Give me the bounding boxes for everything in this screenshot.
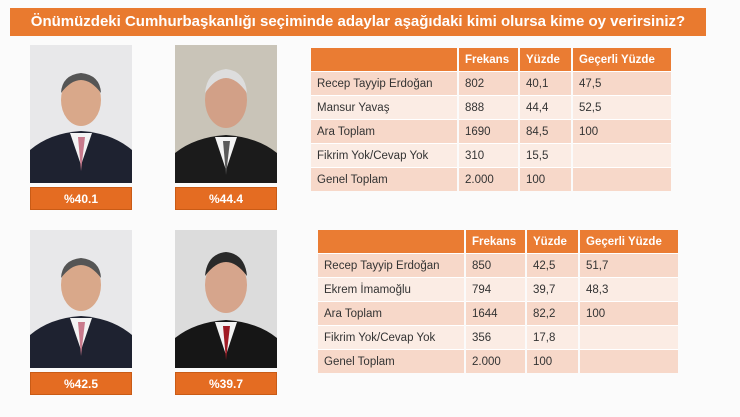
cell: 48,3 [580, 277, 678, 301]
cell [580, 349, 678, 373]
results-table-1: Frekans Yüzde Geçerli Yüzde Recep Tayyip… [309, 48, 673, 191]
cell [573, 143, 671, 167]
header-yuzde: Yüzde [527, 230, 578, 253]
cell: 39,7 [527, 277, 578, 301]
cell: Recep Tayyip Erdoğan [311, 71, 457, 95]
cell: 82,2 [527, 301, 578, 325]
cell: 802 [459, 71, 518, 95]
cell: 100 [580, 301, 678, 325]
cell: 1690 [459, 119, 518, 143]
cell: 850 [466, 253, 525, 277]
cell: Genel Toplam [311, 167, 457, 191]
header-blank [318, 230, 464, 253]
cell: 888 [459, 95, 518, 119]
cell: 84,5 [520, 119, 571, 143]
cell [573, 167, 671, 191]
result-label-yavas: %44.4 [175, 187, 277, 210]
cell: Genel Toplam [318, 349, 464, 373]
header-gecerli-yuzde: Geçerli Yüzde [580, 230, 678, 253]
cell: 40,1 [520, 71, 571, 95]
candidate-photo-erdogan-2 [30, 230, 132, 368]
result-label-erdogan-1: %40.1 [30, 187, 132, 210]
cell: 100 [527, 349, 578, 373]
result-label-imamoglu: %39.7 [175, 372, 277, 395]
cell: 51,7 [580, 253, 678, 277]
table-header: Frekans Yüzde Geçerli Yüzde [311, 48, 671, 71]
cell: Ekrem İmamoğlu [318, 277, 464, 301]
cell: Mansur Yavaş [311, 95, 457, 119]
table-row: Ara Toplam 1644 82,2 100 [318, 301, 678, 325]
table-row: Ara Toplam 1690 84,5 100 [311, 119, 671, 143]
candidate-photo-imamoglu [175, 230, 277, 368]
table-row: Recep Tayyip Erdoğan 802 40,1 47,5 [311, 71, 671, 95]
header-frekans: Frekans [466, 230, 525, 253]
cell: 44,4 [520, 95, 571, 119]
table-row: Recep Tayyip Erdoğan 850 42,5 51,7 [318, 253, 678, 277]
table-row: Fikrim Yok/Cevap Yok 356 17,8 [318, 325, 678, 349]
cell: 100 [573, 119, 671, 143]
cell: 356 [466, 325, 525, 349]
candidate-photo-erdogan [30, 45, 132, 183]
results-table-2: Frekans Yüzde Geçerli Yüzde Recep Tayyip… [316, 230, 680, 373]
cell: Fikrim Yok/Cevap Yok [318, 325, 464, 349]
candidate-photo-yavas [175, 45, 277, 183]
cell: Ara Toplam [318, 301, 464, 325]
cell: 1644 [466, 301, 525, 325]
header-frekans: Frekans [459, 48, 518, 71]
cell: 17,8 [527, 325, 578, 349]
table-row: Genel Toplam 2.000 100 [318, 349, 678, 373]
cell: Recep Tayyip Erdoğan [318, 253, 464, 277]
header-blank [311, 48, 457, 71]
cell: 15,5 [520, 143, 571, 167]
header-yuzde: Yüzde [520, 48, 571, 71]
table-row: Fikrim Yok/Cevap Yok 310 15,5 [311, 143, 671, 167]
cell: 794 [466, 277, 525, 301]
cell: 2.000 [466, 349, 525, 373]
cell [580, 325, 678, 349]
page-title: Önümüzdeki Cumhurbaşkanlığı seçiminde ad… [10, 8, 706, 36]
cell: 100 [520, 167, 571, 191]
cell: 52,5 [573, 95, 671, 119]
table-row: Mansur Yavaş 888 44,4 52,5 [311, 95, 671, 119]
cell: 42,5 [527, 253, 578, 277]
cell: 47,5 [573, 71, 671, 95]
cell: Fikrim Yok/Cevap Yok [311, 143, 457, 167]
result-label-erdogan-2: %42.5 [30, 372, 132, 395]
cell: 2.000 [459, 167, 518, 191]
table-row: Ekrem İmamoğlu 794 39,7 48,3 [318, 277, 678, 301]
table-row: Genel Toplam 2.000 100 [311, 167, 671, 191]
table-header: Frekans Yüzde Geçerli Yüzde [318, 230, 678, 253]
cell: Ara Toplam [311, 119, 457, 143]
cell: 310 [459, 143, 518, 167]
header-gecerli-yuzde: Geçerli Yüzde [573, 48, 671, 71]
